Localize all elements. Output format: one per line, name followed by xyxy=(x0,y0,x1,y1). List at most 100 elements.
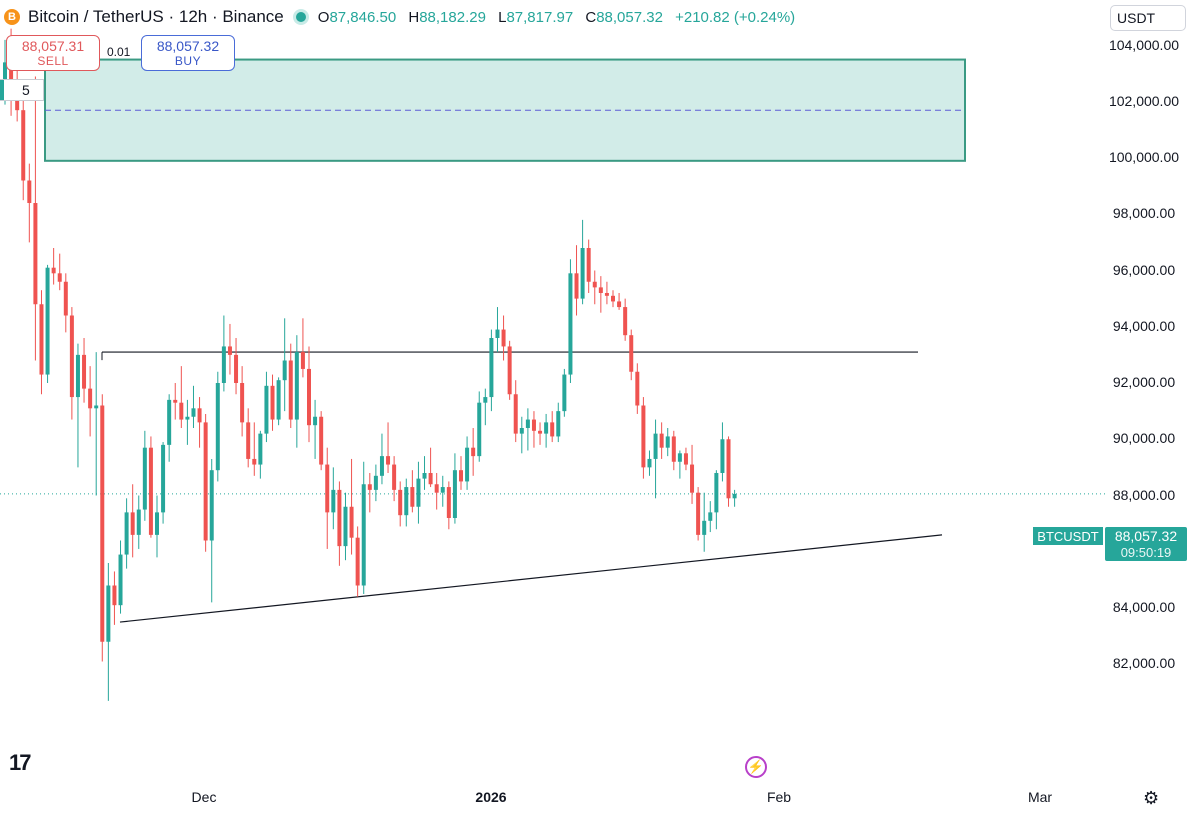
candle xyxy=(161,442,166,524)
candle-body xyxy=(88,388,93,409)
price-tick-label: 98,000.00 xyxy=(1112,205,1176,222)
candle xyxy=(544,413,549,448)
candle-body xyxy=(495,329,500,338)
candle-body xyxy=(227,346,232,355)
candle xyxy=(641,397,646,479)
candle-body xyxy=(604,293,609,296)
candle xyxy=(556,402,561,443)
price-tick-label: 100,000.00 xyxy=(1108,149,1180,165)
candle-body xyxy=(690,464,695,493)
candle xyxy=(106,563,111,701)
candle xyxy=(191,385,196,428)
candle xyxy=(483,388,488,426)
candle xyxy=(465,436,470,490)
candle xyxy=(27,163,32,243)
lightning-icon[interactable]: ⚡ xyxy=(745,756,767,778)
candle xyxy=(331,467,336,530)
candle xyxy=(568,259,573,383)
price-tick-label: 84,000.00 xyxy=(1112,599,1176,615)
candle xyxy=(428,447,433,488)
price-tick-label: 94,000.00 xyxy=(1112,317,1176,334)
candle xyxy=(519,416,524,454)
market-status-icon xyxy=(295,12,306,22)
candle xyxy=(325,447,330,549)
candle-body xyxy=(428,473,433,485)
candle-body xyxy=(446,487,451,518)
candle-body xyxy=(57,273,62,282)
candle-body xyxy=(282,360,287,381)
candle-body xyxy=(307,368,311,426)
candle-body xyxy=(367,484,372,490)
candle xyxy=(598,276,603,313)
candle-body xyxy=(197,408,202,423)
candle-body xyxy=(483,397,488,403)
candle-body xyxy=(452,470,457,518)
candle xyxy=(525,408,530,451)
candle xyxy=(142,430,147,521)
candle-body xyxy=(665,436,670,448)
candle-body xyxy=(33,203,38,305)
candle-body xyxy=(300,352,305,369)
sell-button[interactable]: 88,057.31 SELL xyxy=(6,35,100,71)
candle-body xyxy=(215,383,220,471)
price-tick-label: 88,000.00 xyxy=(1112,486,1176,503)
sell-price: 88,057.31 xyxy=(21,38,85,54)
candle xyxy=(422,456,427,490)
candle xyxy=(611,290,615,308)
candle-body xyxy=(416,478,421,507)
symbol-header: B Bitcoin / TetherUS · 12h · Binance O87… xyxy=(0,0,803,34)
candle xyxy=(604,281,609,305)
candle xyxy=(294,335,299,448)
candle xyxy=(197,397,202,448)
candle xyxy=(155,495,159,558)
candle-body xyxy=(276,380,281,420)
time-tick-label: 2026 xyxy=(475,789,507,805)
candle-body xyxy=(440,487,445,493)
ohlc-values: O87,846.50 H88,182.29 L87,817.97 C88,057… xyxy=(317,8,796,26)
candle xyxy=(45,264,50,383)
gear-icon[interactable]: ⚙ xyxy=(1143,788,1160,808)
candle xyxy=(361,461,366,594)
candle-body xyxy=(550,422,555,437)
support-trendline xyxy=(119,534,943,623)
candle xyxy=(410,470,415,513)
candle xyxy=(307,346,311,443)
candle xyxy=(88,366,93,437)
candle xyxy=(343,492,348,561)
candle xyxy=(392,456,397,502)
buy-button[interactable]: 88,057.32 BUY xyxy=(141,35,235,71)
candle xyxy=(501,315,506,361)
candle xyxy=(148,436,153,538)
candle xyxy=(252,422,257,476)
tradingview-logo[interactable]: 17 xyxy=(9,750,32,775)
price-tick-label: 96,000.00 xyxy=(1112,261,1176,278)
candle-body xyxy=(349,506,354,538)
candle-body xyxy=(124,512,129,555)
currency-selector[interactable]: USDT xyxy=(1110,5,1186,31)
candle xyxy=(586,239,591,293)
candle-body xyxy=(507,346,512,395)
order-quantity[interactable]: 0.01 xyxy=(107,45,131,59)
indicators-toggle[interactable]: 5 xyxy=(0,79,44,101)
candle-body xyxy=(617,301,622,308)
candle xyxy=(452,453,457,524)
candle xyxy=(94,352,99,496)
candle-body xyxy=(240,383,245,423)
candle xyxy=(82,338,87,403)
candle-body xyxy=(398,489,403,516)
candle-body xyxy=(586,248,591,282)
candle-body xyxy=(27,180,32,203)
candle-body xyxy=(355,537,360,586)
candle xyxy=(538,422,543,445)
candle xyxy=(124,498,129,569)
candle xyxy=(227,323,232,375)
candle-body xyxy=(337,489,342,547)
candle xyxy=(647,450,652,476)
candle xyxy=(209,458,214,603)
candle xyxy=(386,422,391,473)
candle xyxy=(355,526,360,597)
symbol-title[interactable]: Bitcoin / TetherUS · 12h · Binance xyxy=(28,7,284,26)
candle-body xyxy=(82,354,87,389)
candle xyxy=(367,473,372,513)
